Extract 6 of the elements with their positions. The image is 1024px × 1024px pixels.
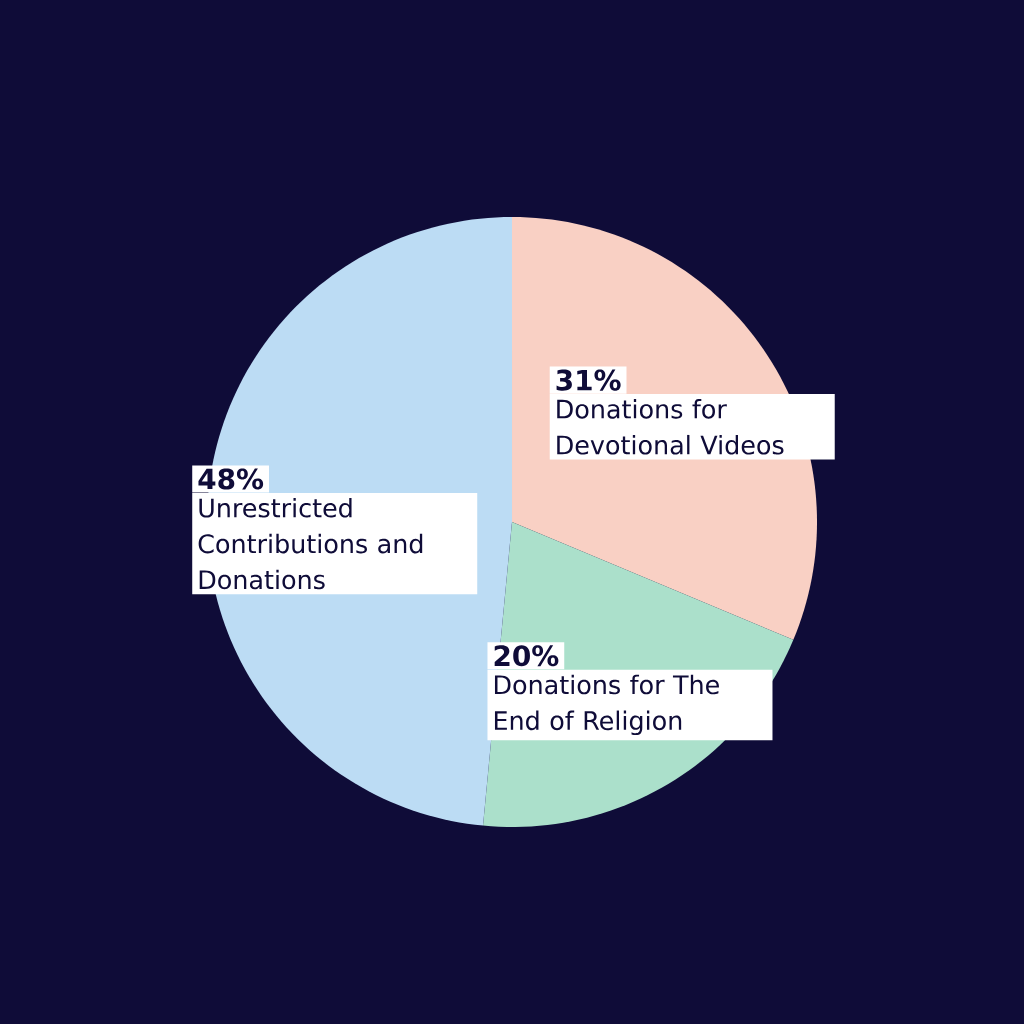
data-label: 48% [198,468,264,490]
data-label: 31% [556,369,621,391]
slice-label: Donations for The End of Religion [494,674,719,736]
data-label: 20% [494,645,559,667]
slice-label: Unrestricted Contributions and Donations [198,497,423,590]
slice-label: Donations for Devotional Videos [557,399,784,455]
